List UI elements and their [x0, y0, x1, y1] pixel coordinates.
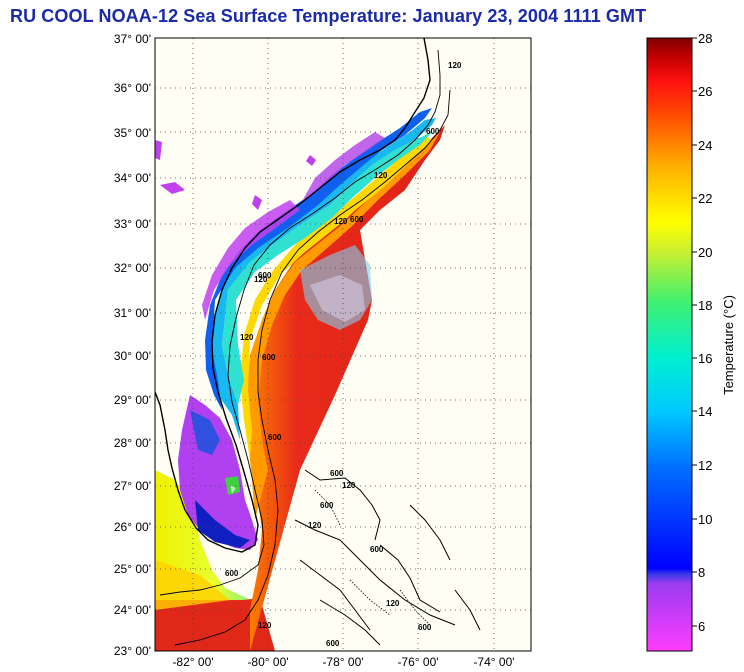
lat-label: 34° 00'	[114, 171, 151, 185]
lat-label: 27° 00'	[114, 479, 151, 493]
isobath-label: 600	[426, 127, 440, 136]
lat-label: 26° 00'	[114, 520, 151, 534]
isobath-label: 120	[386, 599, 400, 608]
colorbar-tick: 28	[698, 31, 712, 46]
colorbar-tick: 16	[698, 351, 712, 366]
graticule	[155, 38, 531, 651]
isobath-label: 120	[374, 171, 388, 180]
colorbar-gradient	[647, 38, 692, 651]
isobath-label: 120	[254, 275, 268, 284]
map-border	[154, 37, 532, 652]
lat-label: 25° 00'	[114, 562, 151, 576]
colorbar-tick: 22	[698, 191, 712, 206]
colorbar-border	[646, 37, 693, 652]
lat-label: 24° 00'	[114, 603, 151, 617]
lon-label: -74° 00'	[473, 655, 514, 669]
lat-label: 29° 00'	[114, 393, 151, 407]
sst-layer	[155, 38, 481, 651]
lon-label: -82° 00'	[172, 655, 213, 669]
colorbar-tick: 12	[698, 458, 712, 473]
lat-label: 23° 00'	[114, 644, 151, 658]
isobath-label: 600	[350, 215, 364, 224]
colorbar-tick: 14	[698, 404, 712, 419]
colorbar-tick: 8	[698, 565, 705, 580]
colorbar-tick: 10	[698, 512, 712, 527]
isobath-label: 600	[370, 545, 384, 554]
lon-label: -76° 00'	[397, 655, 438, 669]
isobath-label: 120	[342, 481, 356, 490]
colorbar-tick: 26	[698, 84, 712, 99]
lat-label: 37° 00'	[114, 32, 151, 46]
isobath-label: 120	[308, 521, 322, 530]
colorbar-label: Temperature (°C)	[721, 295, 736, 395]
lat-label: 36° 00'	[114, 81, 151, 95]
lon-label: -80° 00'	[247, 655, 288, 669]
latitude-axis: 37° 00' 36° 00' 35° 00' 34° 00' 33° 00' …	[114, 32, 151, 658]
isobath-labels: 120 600 120 600 120 600 120 600 120 600 …	[225, 61, 462, 648]
isobath-label: 600	[418, 623, 432, 632]
map-title: RU COOL NOAA-12 Sea Surface Temperature:…	[10, 6, 647, 26]
isobath-label: 600	[330, 469, 344, 478]
lat-label: 28° 00'	[114, 436, 151, 450]
colorbar-tick: 24	[698, 138, 712, 153]
colorbar: 28 26 24 22 20 18 16 14 12 10 8 6 Temper…	[646, 31, 736, 652]
isobath-label: 600	[225, 569, 239, 578]
isobath-label: 600	[326, 639, 340, 648]
isobath-label: 600	[262, 353, 276, 362]
longitude-axis: -82° 00' -80° 00' -78° 00' -76° 00' -74°…	[172, 655, 514, 669]
lat-label: 31° 00'	[114, 306, 151, 320]
lat-label: 32° 00'	[114, 261, 151, 275]
isobath-label: 120	[240, 333, 254, 342]
lat-label: 33° 00'	[114, 217, 151, 231]
colorbar-tick: 18	[698, 298, 712, 313]
lon-label: -78° 00'	[322, 655, 363, 669]
isobath-label: 120	[448, 61, 462, 70]
isobath-label: 120	[258, 621, 272, 630]
isobath-label: 120	[334, 217, 348, 226]
isobath-label: 600	[320, 501, 334, 510]
isobath-label: 600	[258, 271, 272, 280]
lat-label: 30° 00'	[114, 349, 151, 363]
lat-label: 35° 00'	[114, 126, 151, 140]
colorbar-tick: 20	[698, 245, 712, 260]
colorbar-tick: 6	[698, 619, 705, 634]
isobath-label: 600	[268, 433, 282, 442]
